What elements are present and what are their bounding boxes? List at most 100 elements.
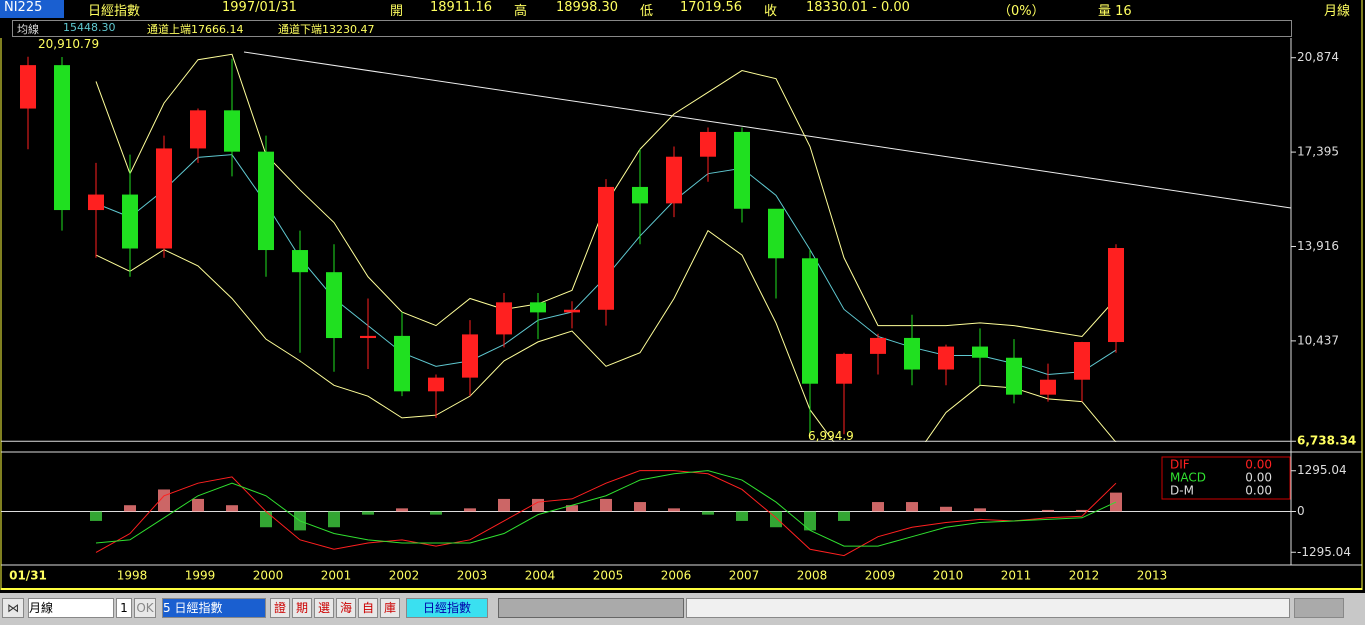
histogram-bar [498, 498, 510, 512]
toolbar-button[interactable]: 自 [358, 598, 378, 618]
legend-label: DIF [1170, 458, 1190, 472]
close-label: 收 [764, 4, 778, 19]
scrollbar[interactable] [686, 598, 1290, 618]
histogram-bar [260, 511, 272, 528]
open: 18911.16 [430, 0, 493, 15]
candle-body [972, 346, 988, 358]
candle-body [190, 110, 206, 149]
histogram-bar [600, 498, 612, 512]
tool-icons[interactable] [498, 598, 684, 618]
candle-body [632, 186, 648, 204]
low: 17019.56 [680, 0, 743, 15]
histogram-bar [634, 502, 646, 512]
y-tick-label: 20,874 [1297, 50, 1339, 64]
histogram-bar [328, 511, 340, 528]
histogram-bar [464, 508, 476, 512]
x-tick-label: 2002 [389, 569, 420, 583]
candle-body [326, 272, 342, 339]
high: 18998.30 [556, 0, 619, 15]
ok-button[interactable]: OK [134, 598, 156, 618]
x-tick-label: 2006 [661, 569, 692, 583]
y-tick-label: 17,395 [1297, 145, 1339, 159]
legend-value: 0.00 [1245, 458, 1272, 472]
candle-body [768, 208, 784, 259]
candle-body [122, 194, 138, 249]
toolbar-button[interactable]: 庫 [380, 598, 400, 618]
change: （0%） [998, 4, 1045, 19]
count[interactable]: 1 [116, 598, 132, 618]
histogram-bar [872, 502, 884, 512]
volume: 量 16 [1098, 4, 1132, 19]
y-tick-label: -1295.04 [1297, 545, 1351, 559]
x-tick-label: 2001 [321, 569, 352, 583]
candle-body [870, 337, 886, 354]
x-tick-label: 2010 [933, 569, 964, 583]
histogram-bar [532, 498, 544, 512]
candle-body [54, 65, 70, 211]
histogram-bar [668, 508, 680, 512]
x-tick-label: 2000 [253, 569, 284, 583]
histogram-bar [1076, 509, 1088, 512]
histogram-bar [838, 511, 850, 521]
candle-body [904, 337, 920, 370]
indicator-row: 均線 15448.30 通道上端17666.14 通道下端13230.47 [12, 20, 1292, 37]
histogram-bar [974, 508, 986, 512]
candle-body [598, 186, 614, 310]
candle-body [20, 65, 36, 109]
candle-body [836, 353, 852, 384]
legend-label: D-M [1170, 484, 1194, 498]
candle-body [1108, 248, 1124, 343]
trend-line [243, 51, 1292, 209]
legend-value: 0.00 [1245, 484, 1272, 498]
histogram-bar [940, 506, 952, 512]
date: 1997/01/31 [222, 0, 297, 15]
toolbar: ⋈ 月線 1 OK 5 日經指數 證期選海自庫 日經指數 [0, 593, 1365, 625]
x-tick-label: 2007 [729, 569, 760, 583]
period-select[interactable]: 月線 [28, 598, 114, 618]
symbol-select[interactable]: 5 日經指數 [162, 598, 266, 618]
histogram-bar [430, 511, 442, 515]
toolbar-button[interactable]: 海 [336, 598, 356, 618]
candle-body [360, 335, 376, 339]
candle-body [1006, 357, 1022, 395]
annotation: 20,910.79 [38, 37, 99, 51]
x-tick-label: 2012 [1069, 569, 1100, 583]
candle-body [88, 194, 104, 211]
histogram-bar [396, 508, 408, 512]
period: 月線 [1324, 4, 1351, 19]
histogram-bar [192, 498, 204, 512]
open-label: 開 [390, 4, 404, 19]
histogram-bar [804, 511, 816, 531]
toolbar-button[interactable]: 證 [270, 598, 290, 618]
zoom-buttons[interactable] [1294, 598, 1344, 618]
histogram-bar [362, 511, 374, 515]
y-tick-label: 1295.04 [1297, 463, 1347, 477]
histogram-bar [702, 511, 714, 515]
candle-body [700, 131, 716, 157]
x-tick-label: 2004 [525, 569, 556, 583]
histogram-bar [736, 511, 748, 521]
tab[interactable]: 日經指數 [406, 598, 488, 618]
candle-body [224, 110, 240, 152]
histogram-bar [906, 502, 918, 512]
candle-body [496, 302, 512, 335]
macd-legend [1161, 456, 1291, 500]
low-label: 低 [640, 4, 654, 19]
candle-body [802, 258, 818, 384]
candle-body [1074, 342, 1090, 380]
candle-body [734, 131, 750, 209]
x-tick-label: 2005 [593, 569, 624, 583]
nav-button[interactable]: ⋈ [2, 598, 24, 618]
histogram-bar [1042, 509, 1054, 512]
toolbar-button[interactable]: 選 [314, 598, 334, 618]
toolbar-button[interactable]: 期 [292, 598, 312, 618]
upper: 通道上端17666.14 [147, 23, 244, 36]
candle-body [394, 335, 410, 392]
legend-value: 0.00 [1245, 471, 1272, 485]
ma: 15448.30 [63, 21, 116, 34]
name: 日經指數 [88, 4, 141, 19]
candle-body [666, 156, 682, 204]
legend-label: MACD [1170, 471, 1206, 485]
candle-body [462, 334, 478, 378]
